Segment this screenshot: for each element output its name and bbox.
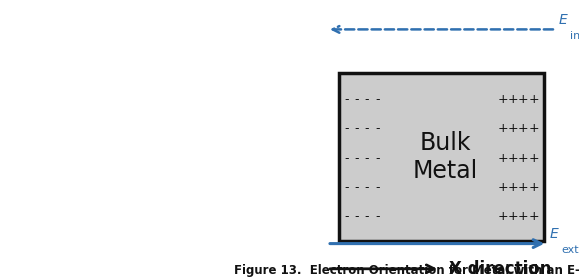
Text: +: +: [518, 152, 529, 165]
Text: -: -: [375, 93, 380, 106]
Text: +: +: [497, 211, 508, 223]
Text: +: +: [518, 93, 529, 106]
Text: +: +: [508, 152, 518, 165]
Text: -: -: [344, 122, 349, 135]
Text: -: -: [354, 181, 359, 194]
Text: -: -: [344, 211, 349, 223]
Text: +: +: [497, 181, 508, 194]
Text: -: -: [344, 152, 349, 165]
Text: -: -: [365, 152, 369, 165]
Text: -: -: [375, 122, 380, 135]
Text: +: +: [518, 211, 529, 223]
Text: -: -: [354, 122, 359, 135]
Text: Figure 13.  Electron Orientation for Metal with an E-Field: Figure 13. Electron Orientation for Meta…: [233, 264, 579, 277]
Text: E: E: [550, 227, 559, 241]
Text: -: -: [365, 122, 369, 135]
Text: -: -: [354, 211, 359, 223]
Text: +: +: [529, 152, 539, 165]
Text: +: +: [518, 181, 529, 194]
Text: +: +: [518, 122, 529, 135]
Text: +: +: [497, 93, 508, 106]
Text: -: -: [365, 93, 369, 106]
Text: +: +: [497, 152, 508, 165]
Text: Bulk
Metal: Bulk Metal: [413, 131, 478, 183]
Text: -: -: [344, 93, 349, 106]
Text: -: -: [375, 152, 380, 165]
Text: +: +: [497, 122, 508, 135]
Text: external: external: [562, 245, 579, 255]
Text: -: -: [365, 211, 369, 223]
Text: -: -: [375, 181, 380, 194]
Text: +: +: [508, 93, 518, 106]
Text: +: +: [529, 93, 539, 106]
Text: +: +: [529, 211, 539, 223]
Text: +: +: [508, 122, 518, 135]
Text: E: E: [559, 13, 567, 27]
Text: -: -: [354, 152, 359, 165]
Text: -: -: [354, 93, 359, 106]
FancyBboxPatch shape: [339, 73, 544, 241]
Text: +: +: [508, 211, 518, 223]
Text: +: +: [529, 122, 539, 135]
Text: X direction: X direction: [449, 260, 551, 278]
Text: -: -: [365, 181, 369, 194]
Text: -: -: [344, 181, 349, 194]
Text: -: -: [375, 211, 380, 223]
Text: internal: internal: [570, 31, 579, 41]
Text: +: +: [529, 181, 539, 194]
Text: +: +: [508, 181, 518, 194]
